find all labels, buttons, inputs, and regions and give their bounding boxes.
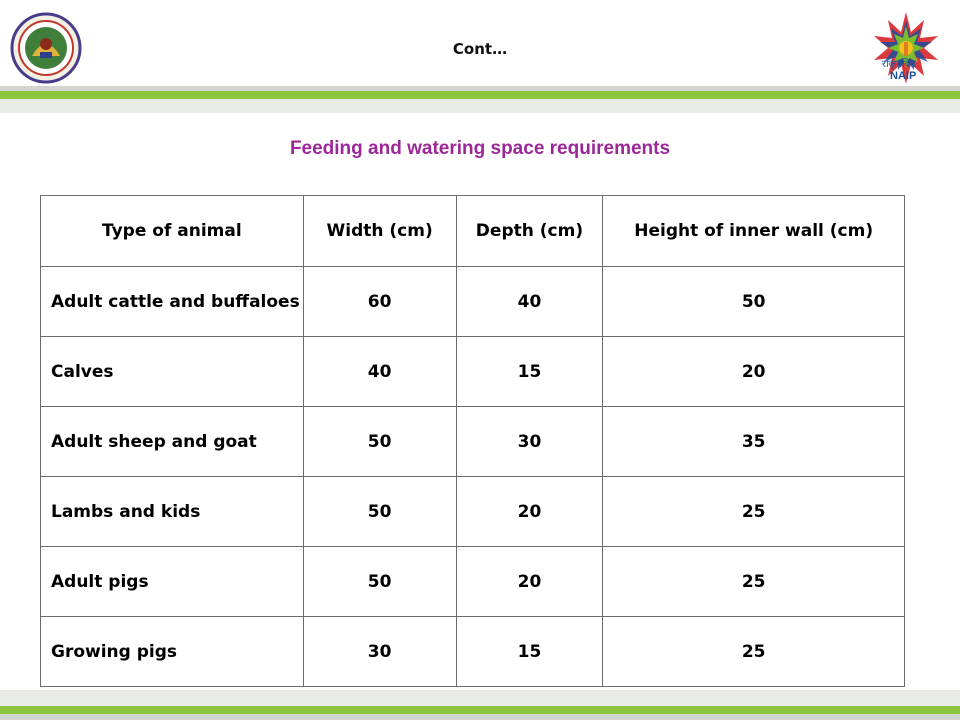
top-divider-green <box>0 91 960 99</box>
header-width: Width (cm) <box>302 195 457 267</box>
naip-logo-text: NAIP <box>890 70 917 82</box>
table-row: Adult sheep and goat 50 30 35 <box>40 406 905 477</box>
width-cell: 50 <box>302 546 457 617</box>
table-row: Lambs and kids 50 20 25 <box>40 476 905 547</box>
naip-star-logo-icon <box>874 12 938 84</box>
depth-cell: 20 <box>455 546 604 617</box>
naip-logo: राकृनविप NAIP <box>866 8 946 88</box>
table-header-row: Type of animal Width (cm) Depth (cm) Hei… <box>40 195 905 267</box>
animal-cell: Lambs and kids <box>40 476 304 547</box>
depth-cell: 15 <box>455 616 604 687</box>
table-row: Calves 40 15 20 <box>40 336 905 407</box>
header-type-of-animal: Type of animal <box>40 195 304 267</box>
table-row: Adult cattle and buffaloes 60 40 50 <box>40 266 905 337</box>
bottom-divider-gray <box>0 714 960 720</box>
institute-emblem-icon <box>10 12 82 84</box>
table-row: Growing pigs 30 15 25 <box>40 616 905 687</box>
height-cell: 25 <box>602 476 905 547</box>
height-cell: 25 <box>602 616 905 687</box>
width-cell: 60 <box>302 266 457 337</box>
height-cell: 50 <box>602 266 905 337</box>
slide-title: Feeding and watering space requirements <box>289 138 671 159</box>
height-cell: 20 <box>602 336 905 407</box>
top-divider-light <box>0 99 960 113</box>
depth-cell: 15 <box>455 336 604 407</box>
animal-cell: Adult sheep and goat <box>40 406 304 477</box>
width-cell: 30 <box>302 616 457 687</box>
depth-cell: 20 <box>455 476 604 547</box>
header-depth: Depth (cm) <box>455 195 604 267</box>
animal-cell: Adult pigs <box>40 546 304 617</box>
width-cell: 40 <box>302 336 457 407</box>
bottom-divider-green <box>0 706 960 714</box>
width-cell: 50 <box>302 406 457 477</box>
naip-hindi-text: राकृनविप <box>882 59 916 70</box>
table-row: Adult pigs 50 20 25 <box>40 546 905 617</box>
header-label: Cont… <box>452 40 508 58</box>
height-cell: 35 <box>602 406 905 477</box>
animal-cell: Growing pigs <box>40 616 304 687</box>
depth-cell: 30 <box>455 406 604 477</box>
top-divider-gray <box>0 86 960 91</box>
animal-cell: Calves <box>40 336 304 407</box>
depth-cell: 40 <box>455 266 604 337</box>
bottom-divider-light <box>0 690 960 706</box>
header-inner-wall-height: Height of inner wall (cm) <box>602 195 905 267</box>
height-cell: 25 <box>602 546 905 617</box>
width-cell: 50 <box>302 476 457 547</box>
space-requirements-table: Type of animal Width (cm) Depth (cm) Hei… <box>40 195 905 687</box>
animal-cell: Adult cattle and buffaloes <box>40 266 304 337</box>
